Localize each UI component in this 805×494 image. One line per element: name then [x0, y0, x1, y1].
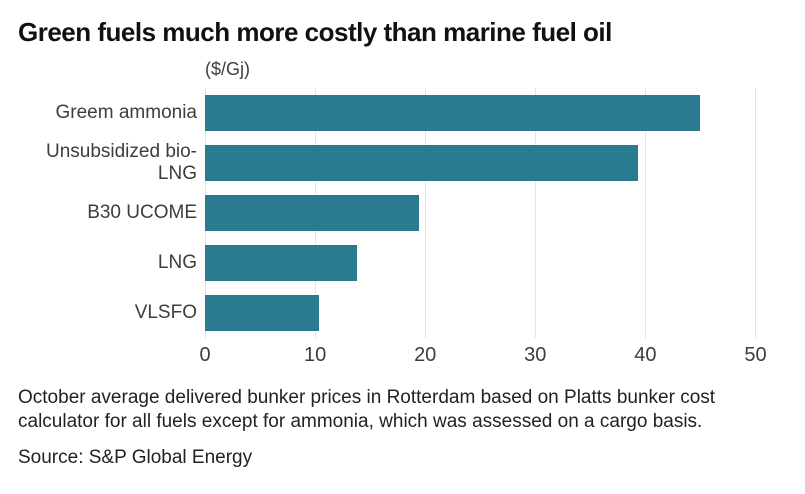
gridline	[425, 87, 427, 338]
bar-label: Greem ammonia	[55, 101, 198, 123]
gridline	[645, 87, 647, 338]
bar-row: VLSFO	[18, 288, 783, 338]
axis-tick-label: 10	[303, 343, 327, 366]
footnote: October average delivered bunker prices …	[18, 386, 716, 433]
gridline	[535, 87, 537, 338]
bar-track	[205, 194, 783, 231]
units-label: ($/Gj)	[205, 58, 250, 79]
page-title: Green fuels much more costly than marine…	[18, 17, 612, 47]
axis-tick-label: 40	[634, 343, 657, 366]
axis-tick-label: 30	[524, 343, 547, 366]
bar-track	[205, 244, 783, 281]
bar-label: VLSFO	[134, 301, 197, 323]
source: Source: S&P Global Energy	[18, 446, 253, 468]
bar	[205, 144, 638, 181]
bar-track	[205, 294, 783, 331]
bar-track	[205, 144, 783, 181]
bar-label: Unsubsidized bio-LNG	[45, 141, 197, 184]
bar-rows: Greem ammonia Unsubsidized bio-LNG B30 UCO…	[18, 88, 783, 338]
bar-label: B30 UCOME	[87, 201, 197, 223]
bar-row: LNG	[18, 238, 783, 288]
bar-chart: Greem ammonia Unsubsidized bio-LNG B30 UCO…	[18, 87, 783, 368]
axis-tick-label: 20	[414, 343, 437, 366]
bar-row: Greem ammonia	[18, 88, 783, 138]
axis-tick-label: 50	[744, 343, 767, 366]
bar	[205, 194, 419, 231]
x-axis: 0 10 20 30 40 50	[199, 338, 783, 368]
bar-track	[205, 94, 783, 131]
bar-row: Unsubsidized bio-LNG	[18, 138, 783, 188]
axis-tick-label: 0	[199, 343, 211, 366]
bar-label: LNG	[157, 251, 197, 273]
bar	[205, 294, 320, 331]
bar	[205, 94, 701, 131]
bar	[205, 244, 357, 281]
gridline	[755, 87, 757, 338]
bar-row: B30 UCOME	[18, 188, 783, 238]
